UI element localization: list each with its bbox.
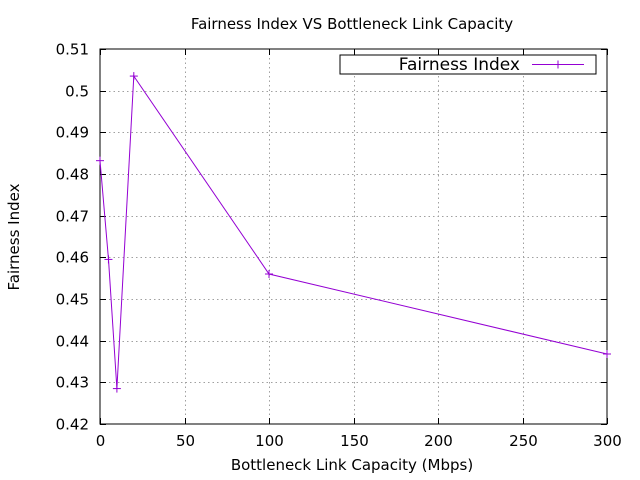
data-point <box>603 350 611 358</box>
x-tick-label: 200 <box>424 432 453 450</box>
plot-frame <box>99 48 608 425</box>
legend-entry-label: Fairness Index <box>399 55 520 75</box>
data-point <box>129 72 138 81</box>
legend-marker-plus <box>554 60 562 69</box>
y-tick-label: 0.45 <box>56 291 89 309</box>
y-tick-label: 0.48 <box>56 166 89 184</box>
y-axis: 0.42 0.43 0.44 0.45 0.46 0.47 0.48 0.49 0.5 0.51 <box>56 41 607 434</box>
y-tick-label: 0.51 <box>56 41 89 59</box>
x-tick-label: 300 <box>593 432 622 450</box>
legend: Fairness Index <box>339 54 597 75</box>
y-tick-label: 0.5 <box>65 83 89 101</box>
x-tick-label: 250 <box>509 432 538 450</box>
data-point <box>265 270 273 278</box>
series-layer <box>96 72 611 393</box>
y-tick-label: 0.43 <box>56 374 89 392</box>
y-tick-label: 0.44 <box>56 333 89 351</box>
grid-lines <box>100 49 607 424</box>
y-tick-label: 0.42 <box>56 416 89 434</box>
series-line <box>99 74 608 389</box>
data-point <box>96 156 104 165</box>
x-tick-label: 100 <box>255 432 284 450</box>
y-tick-label: 0.47 <box>56 208 89 226</box>
y-axis-label: Fairness Index <box>5 183 23 290</box>
data-point <box>112 384 121 393</box>
x-axis: 0 50 100 150 200 250 300 <box>96 49 622 450</box>
x-tick-label: 0 <box>96 432 106 450</box>
chart-title: Fairness Index VS Bottleneck Link Capaci… <box>191 15 513 33</box>
x-tick-label: 150 <box>340 432 369 450</box>
legend-marker <box>554 60 562 69</box>
x-tick-label: 50 <box>176 432 195 450</box>
y-tick-label: 0.49 <box>56 124 89 142</box>
x-axis-label: Bottleneck Link Capacity (Mbps) <box>231 456 473 474</box>
legend-box <box>339 54 597 75</box>
y-tick-label: 0.46 <box>56 249 89 267</box>
data-point <box>104 255 113 264</box>
